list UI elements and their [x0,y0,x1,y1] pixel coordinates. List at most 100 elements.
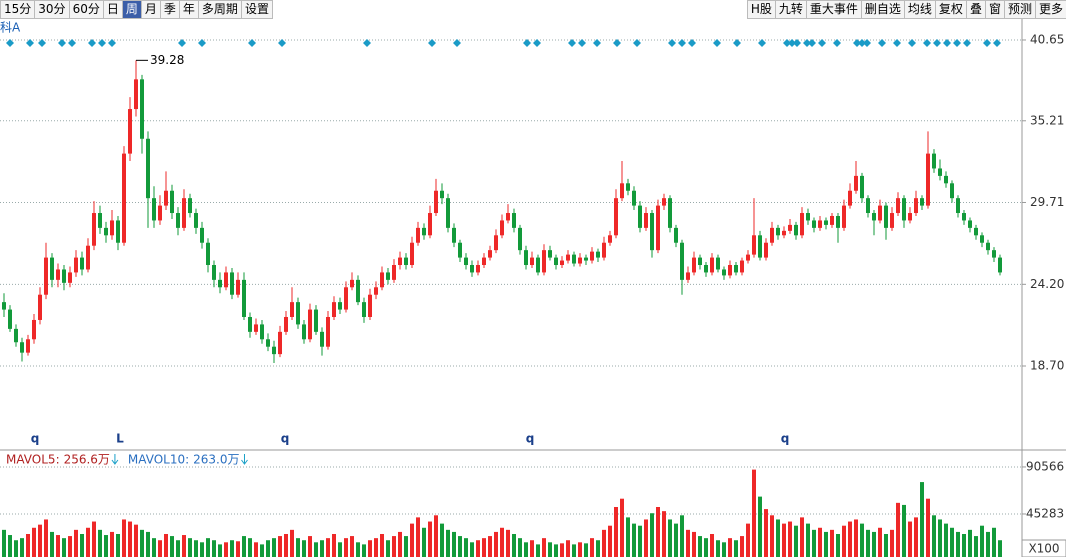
toolbar-button[interactable]: 月 [140,0,161,19]
candle-body [638,205,642,228]
volume-bar [866,529,870,557]
volume-bar [614,507,618,557]
candle-body [116,220,120,243]
toolbar-button[interactable]: H股 [746,0,776,19]
candle-body [848,190,852,206]
volume-bar [998,540,1002,557]
candle-body [860,175,864,199]
volume-bar [188,538,192,557]
candle-body [584,257,588,261]
candle-body [188,198,192,214]
toolbar-button[interactable]: 60分 [68,0,104,19]
candle-body [944,175,948,184]
candle-body [608,235,612,243]
volume-bar [716,540,720,557]
volume-bar [464,538,468,557]
volume-bar [830,529,834,557]
volume-bar [470,542,474,557]
toolbar-button[interactable]: 重大事件 [805,0,862,19]
toolbar-button[interactable]: 均线 [903,0,936,19]
candle-body [812,220,816,228]
toolbar-button[interactable]: 设置 [240,0,273,19]
volume-bar [338,542,342,557]
candle-body [914,198,918,214]
candle-body [986,242,990,251]
volume-bar [446,529,450,557]
toolbar-button[interactable]: 删自选 [860,0,905,19]
candle-body [692,257,696,273]
candle-body [104,227,108,236]
y-tick-label: 29.71 [1030,195,1064,209]
candle-body [86,245,90,270]
event-icon [523,39,531,47]
event-icon [943,39,951,47]
toolbar: 15分 30分 60分日周月季年多周期 设置 H股 九转 重大事件 删自选 均线 复权叠窗预测更… [0,0,1066,19]
legend-name: MAVOL10 [128,453,185,467]
volume-bar [452,531,456,557]
candle-body [956,198,960,214]
candle-body [20,342,24,353]
candle-body [500,220,504,236]
toolbar-button[interactable]: 更多 [1034,0,1066,19]
event-icon [933,39,941,47]
candle-body [878,205,882,221]
volume-bar [170,536,174,557]
candle-body [140,79,144,139]
volume-bar [836,534,840,557]
event-icon [613,39,621,47]
volume-bar [488,536,492,557]
volume-bar [938,519,942,557]
candle-body [776,227,780,236]
candle-body [68,272,72,283]
volume-bar [44,519,48,557]
candle-body [950,183,954,199]
candle-body [8,309,12,329]
candle-body [722,269,726,276]
toolbar-button[interactable]: 多周期 [197,0,242,19]
candle-body [74,257,78,273]
volume-bar [806,523,810,557]
candle-body [764,242,768,258]
candle-body [632,190,636,206]
candle-body [626,183,630,191]
candle-body [446,198,450,228]
volume-bar [632,523,636,557]
candle-body [728,265,732,276]
candle-body [356,279,360,303]
volume-bar [410,523,414,557]
event-icon [793,39,801,47]
toolbar-button[interactable]: 九转 [774,0,807,19]
candle-body [752,235,756,255]
candle-body [206,242,210,266]
volume-bar [500,527,504,557]
high-label: 39.28 [150,53,184,67]
volume-bar [644,519,648,557]
candle-body [128,109,132,154]
event-icon [26,39,34,47]
event-icon [593,39,601,47]
candle-body [560,260,564,266]
candle-body [470,265,474,273]
volume-bar [536,544,540,557]
volume-bar [254,542,258,557]
toolbar-button[interactable]: 周 [121,0,142,19]
volume-bar [674,523,678,557]
candle-body [278,331,282,355]
candle-body [830,215,834,225]
volume-bar [440,523,444,557]
toolbar-button[interactable]: 30分 [34,0,70,19]
candle-body [236,279,240,295]
volume-unit: X100 [1028,542,1059,556]
volume-bar [416,517,420,557]
event-icon [833,39,841,47]
toolbar-button[interactable]: 窗 [984,0,1005,19]
volume-bar [344,538,348,557]
period-marker: q [31,432,40,446]
toolbar-button[interactable]: 预测 [1003,0,1036,19]
event-icon [788,39,796,47]
candle-body [590,251,594,261]
volume-bar [758,496,762,557]
volume-bar [176,540,180,557]
volume-bar [272,538,276,557]
volume-bar [308,536,312,557]
